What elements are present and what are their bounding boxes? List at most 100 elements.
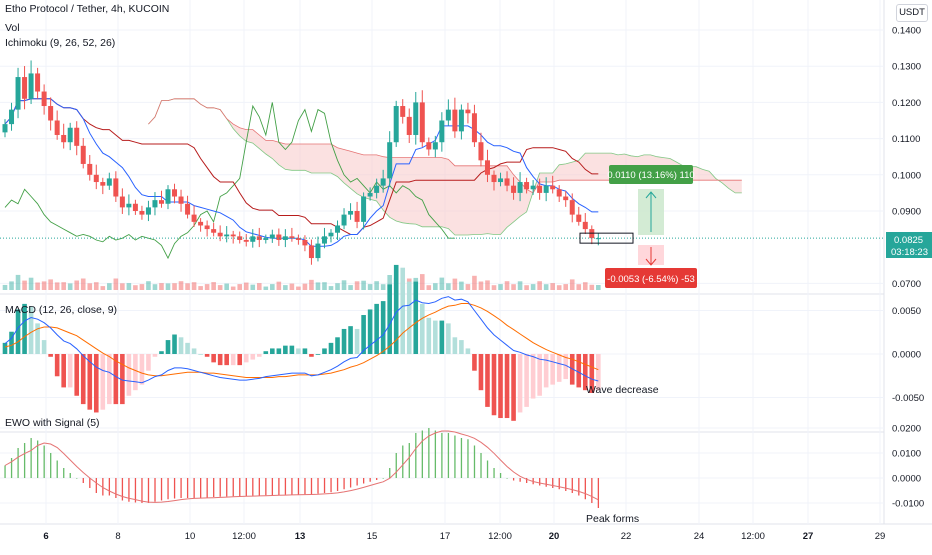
ewo-histogram-bar (50, 453, 52, 478)
volume-bar (543, 284, 549, 290)
time-axis-label: 6 (43, 531, 48, 542)
ewo-histogram-bar (43, 445, 45, 478)
macd-histogram-bar (550, 354, 555, 385)
macd-histogram-bar (543, 354, 549, 388)
macd-histogram-bar (556, 354, 562, 382)
macd-histogram-bar (22, 303, 27, 354)
ewo-histogram-bar (252, 478, 254, 496)
ichimoku-label[interactable]: Ichimoku (9, 26, 52, 26) (5, 37, 116, 49)
ewo-histogram-bar (584, 478, 586, 500)
macd-label[interactable]: MACD (12, 26, close, 9) (5, 304, 118, 316)
macd-histogram-bar (511, 354, 516, 421)
volume-bar (328, 286, 334, 290)
ewo-histogram-bar (17, 448, 19, 478)
macd-histogram-bar (283, 345, 288, 354)
volume-bar (28, 277, 34, 290)
ewo-histogram-bar (330, 478, 332, 493)
candle-body (498, 178, 504, 183)
price-axis-label: 0.0700 (892, 279, 921, 290)
candle-body (484, 160, 490, 175)
ewo-histogram-bar (376, 478, 378, 480)
macd-histogram-bar (204, 354, 210, 357)
ewo-histogram-bar (526, 478, 528, 483)
ewo-histogram-bar (297, 478, 300, 495)
ewo-axis-label: 0.0200 (892, 424, 921, 435)
candle-body (393, 106, 399, 143)
macd-histogram-bar (524, 354, 529, 407)
currency-button[interactable]: USDT (896, 4, 928, 22)
macd-histogram-bar (348, 326, 353, 354)
macd-histogram-bar (446, 323, 451, 354)
macd-histogram-bar (107, 354, 112, 405)
macd-histogram-bar (367, 309, 373, 354)
candle-body (198, 221, 204, 226)
volume-bar (243, 282, 249, 290)
volume-bar (263, 286, 269, 290)
volume-bar (165, 283, 171, 290)
candle-body (445, 109, 451, 121)
ewo-histogram-bar (284, 478, 287, 495)
symbol-title[interactable]: Etho Protocol / Tether, 4h, KUCOIN (5, 3, 170, 15)
candle-body (145, 207, 151, 215)
position-entry-box (579, 232, 634, 244)
ewo-histogram-bar (408, 443, 410, 478)
volume-bar (61, 282, 66, 290)
volume-bar (309, 279, 314, 290)
ewo-histogram-bar (480, 453, 482, 478)
macd-axis-label: 0.0000 (892, 350, 921, 361)
target-down-label-bg (605, 268, 697, 288)
macd-histogram-bar (93, 354, 99, 413)
time-axis-label: 17 (440, 531, 451, 542)
macd-histogram-bar (139, 354, 145, 385)
macd-histogram-bar (61, 354, 66, 388)
candle-body (406, 116, 412, 135)
macd-histogram-bar (465, 348, 471, 354)
ewo-histogram-bar (30, 438, 32, 478)
macd-histogram-bar (146, 354, 151, 371)
ewo-histogram-bar (499, 473, 502, 478)
ewo-label[interactable]: EWO with Signal (5) (5, 417, 100, 429)
time-axis-label: 12:00 (232, 531, 256, 542)
candle-body (126, 203, 132, 208)
candle-body (191, 214, 197, 222)
macd-histogram-bar (87, 354, 93, 410)
target-up-label: 0.0110 (13.16%) 110 (607, 170, 694, 181)
macd-histogram-bar (126, 354, 132, 396)
macd-histogram-bar (289, 345, 295, 354)
macd-histogram-bar (459, 340, 464, 354)
volume-bar (556, 285, 562, 290)
candle-body (211, 229, 217, 233)
volume-bar (530, 284, 536, 290)
candle-body (61, 134, 67, 143)
ewo-histogram-bar (578, 478, 580, 496)
macd-histogram-bar (270, 348, 275, 354)
macd-histogram-bar (374, 303, 379, 354)
ewo-histogram-bar (349, 478, 352, 488)
ewo-histogram-bar (493, 468, 495, 478)
volume-bar (478, 281, 484, 290)
macd-histogram-bar (152, 354, 158, 357)
candle-body (289, 236, 295, 239)
macd-histogram-bar (276, 348, 282, 354)
candle-body (256, 236, 262, 240)
macd-histogram-bar (322, 348, 327, 354)
candle-body (93, 174, 99, 183)
volume-bar (48, 279, 53, 290)
time-axis-label: 24 (694, 531, 705, 542)
volume-bar (537, 281, 542, 290)
time-axis-label: 20 (549, 531, 560, 542)
volume-bar (146, 281, 151, 290)
macd-histogram-bar (413, 281, 419, 354)
volume-bar (322, 282, 327, 290)
macd-histogram-bar (28, 306, 34, 354)
tenkan-line (4, 98, 599, 247)
volume-bar (120, 283, 125, 290)
macd-histogram-bar (315, 354, 321, 355)
ewo-histogram-bar (389, 468, 391, 478)
candle-body (367, 192, 373, 197)
candle-body (458, 109, 464, 132)
macd-histogram-bar (452, 337, 458, 354)
macd-histogram-bar (54, 354, 60, 377)
volume-label[interactable]: Vol (5, 22, 20, 34)
ewo-histogram-bar (512, 478, 515, 481)
